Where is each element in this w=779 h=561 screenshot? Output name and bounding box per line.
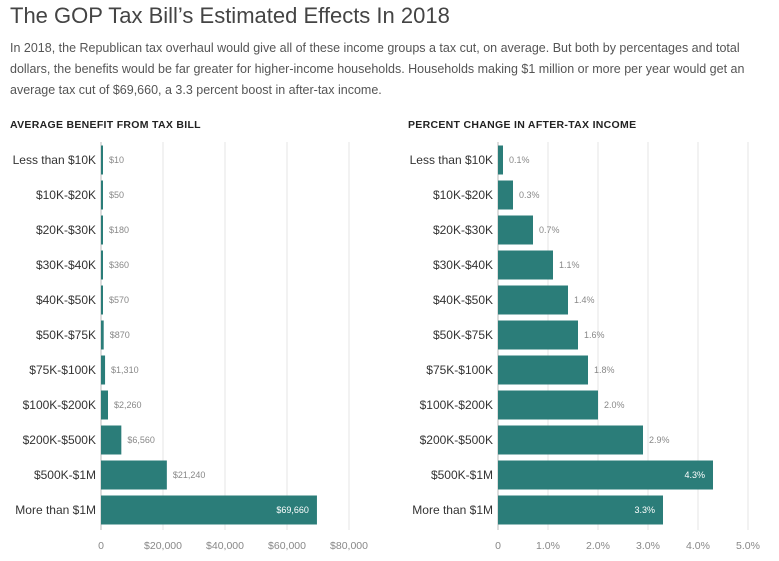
benefit-bar <box>101 215 103 245</box>
pct-change-bar <box>498 285 568 315</box>
pct-change-category-label: Less than $10K <box>410 153 493 167</box>
pct-change-bar <box>498 250 553 280</box>
benefit-data-label: $21,240 <box>173 470 206 480</box>
pct-change-category-label: $40K-$50K <box>433 293 493 307</box>
pct-change-bar <box>498 145 503 175</box>
benefit-panel-title: AVERAGE BENEFIT FROM TAX BILL <box>10 119 201 131</box>
benefit-bar <box>101 390 109 420</box>
benefit-data-label: $570 <box>109 295 129 305</box>
pct-change-data-label: 1.8% <box>594 365 615 375</box>
benefit-category-label: $100K-$200K <box>23 398 96 412</box>
benefit-bar <box>101 250 103 280</box>
benefit-bar <box>101 180 103 210</box>
pct-change-data-label: 1.4% <box>574 295 595 305</box>
pct-change-bar <box>498 495 663 525</box>
benefit-bar <box>101 145 103 175</box>
benefit-bar <box>101 320 104 350</box>
pct-change-category-label: $10K-$20K <box>433 188 493 202</box>
pct-change-x-tick-label: 5.0% <box>736 540 760 552</box>
pct-change-data-label: 0.1% <box>509 155 530 165</box>
pct-change-category-label: $20K-$30K <box>433 223 493 237</box>
benefit-x-tick-label: $60,000 <box>268 540 306 552</box>
pct-change-category-label: More than $1M <box>412 503 493 517</box>
benefit-category-label: $200K-$500K <box>23 433 96 447</box>
pct-change-x-tick-label: 0 <box>495 540 501 552</box>
benefit-data-label: $6,560 <box>127 435 155 445</box>
pct-change-bar <box>498 390 598 420</box>
benefit-category-label: $75K-$100K <box>29 363 96 377</box>
benefit-category-label: More than $1M <box>15 503 96 517</box>
pct-change-panel-title: PERCENT CHANGE IN AFTER-TAX INCOME <box>408 119 636 131</box>
benefit-bar <box>101 460 167 490</box>
pct-change-data-label: 2.0% <box>604 400 625 410</box>
pct-change-bar <box>498 180 513 210</box>
benefit-data-label: $10 <box>109 155 124 165</box>
benefit-category-label: Less than $10K <box>13 153 96 167</box>
pct-change-data-label: 0.3% <box>519 190 540 200</box>
chart-subtitle: In 2018, the Republican tax overhaul wou… <box>10 41 745 97</box>
benefit-data-label: $69,660 <box>276 505 309 515</box>
pct-change-bar <box>498 215 533 245</box>
pct-change-x-tick-label: 3.0% <box>636 540 660 552</box>
benefit-data-label: $2,260 <box>114 400 142 410</box>
pct-change-category-label: $75K-$100K <box>426 363 493 377</box>
pct-change-bar <box>498 355 588 385</box>
pct-change-x-tick-label: 2.0% <box>586 540 610 552</box>
benefit-category-label: $50K-$75K <box>36 328 96 342</box>
benefit-x-tick-label: $20,000 <box>144 540 182 552</box>
pct-change-bar <box>498 460 713 490</box>
benefit-bar <box>101 425 122 455</box>
pct-change-category-label: $200K-$500K <box>420 433 493 447</box>
benefit-category-label: $10K-$20K <box>36 188 96 202</box>
pct-change-data-label: 2.9% <box>649 435 670 445</box>
benefit-x-tick-label: 0 <box>98 540 104 552</box>
benefit-data-label: $180 <box>109 225 129 235</box>
benefit-category-label: $40K-$50K <box>36 293 96 307</box>
pct-change-x-tick-label: 4.0% <box>686 540 710 552</box>
benefit-data-label: $870 <box>110 330 130 340</box>
benefit-data-label: $360 <box>109 260 129 270</box>
pct-change-data-label: 3.3% <box>634 505 655 515</box>
pct-change-category-label: $30K-$40K <box>433 258 493 272</box>
benefit-x-tick-label: $80,000 <box>330 540 368 552</box>
benefit-category-label: $30K-$40K <box>36 258 96 272</box>
benefit-x-tick-label: $40,000 <box>206 540 244 552</box>
benefit-data-label: $1,310 <box>111 365 139 375</box>
benefit-bar <box>101 355 106 385</box>
chart-title: The GOP Tax Bill’s Estimated Effects In … <box>10 3 450 28</box>
pct-change-category-label: $100K-$200K <box>420 398 493 412</box>
benefit-bar <box>101 495 317 525</box>
benefit-category-label: $20K-$30K <box>36 223 96 237</box>
pct-change-category-label: $50K-$75K <box>433 328 493 342</box>
pct-change-data-label: 1.1% <box>559 260 580 270</box>
pct-change-category-label: $500K-$1M <box>431 468 493 482</box>
pct-change-bar <box>498 425 643 455</box>
pct-change-data-label: 0.7% <box>539 225 560 235</box>
benefit-category-label: $500K-$1M <box>34 468 96 482</box>
benefit-bar <box>101 285 103 315</box>
pct-change-data-label: 4.3% <box>684 470 705 480</box>
pct-change-data-label: 1.6% <box>584 330 605 340</box>
pct-change-bar <box>498 320 578 350</box>
benefit-data-label: $50 <box>109 190 124 200</box>
pct-change-x-tick-label: 1.0% <box>536 540 560 552</box>
